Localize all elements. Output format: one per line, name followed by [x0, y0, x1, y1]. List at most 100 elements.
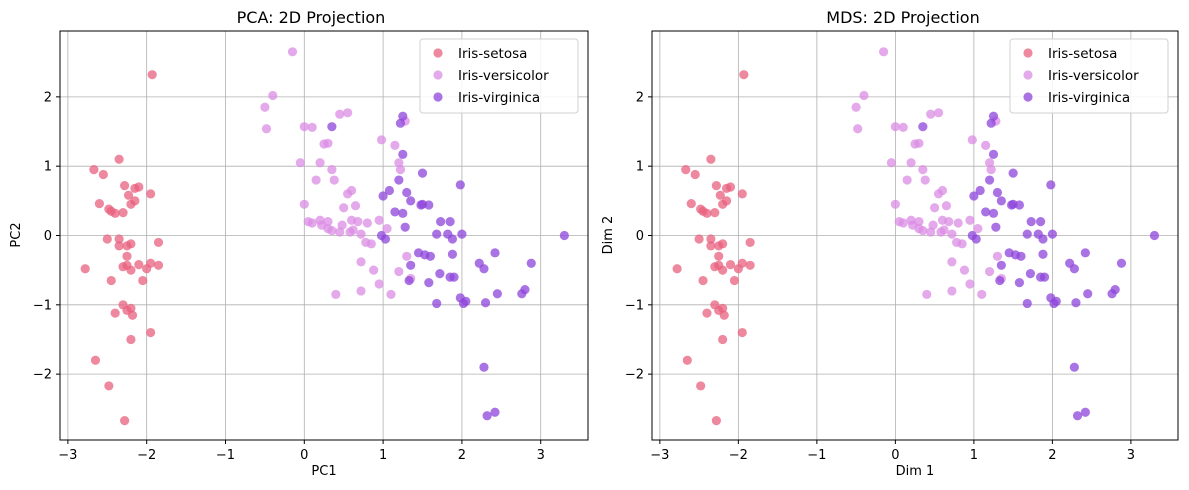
pca-point-iris-virginica — [395, 118, 406, 128]
mds-point-iris-virginica — [1014, 278, 1025, 288]
mds-point-iris-setosa — [711, 415, 721, 426]
pca-point-iris-virginica — [378, 191, 388, 201]
pca-point-iris-versicolor — [317, 220, 327, 230]
mds-point-iris-setosa — [745, 260, 755, 270]
mds-point-iris-versicolor — [973, 223, 983, 234]
mds-point-iris-virginica — [986, 118, 996, 128]
mds-point-iris-versicolor — [947, 229, 957, 239]
pca-point-iris-versicolor — [260, 102, 270, 112]
mds-point-iris-versicolor — [851, 102, 861, 112]
mds-point-iris-setosa — [672, 264, 682, 274]
mds-point-iris-versicolor — [890, 122, 900, 132]
pca-point-iris-virginica — [559, 230, 569, 241]
pca-y-axis-label: PC2 — [9, 222, 24, 247]
mds-point-iris-virginica — [1039, 272, 1050, 282]
mds-point-iris-virginica — [996, 260, 1006, 270]
mds-point-iris-setosa — [706, 234, 716, 244]
mds-point-iris-setosa — [710, 262, 720, 272]
pca-point-iris-virginica — [398, 149, 408, 159]
mds-y-tick-label: −1 — [625, 298, 644, 313]
mds-point-iris-versicolor — [918, 165, 928, 175]
pca-point-iris-versicolor — [356, 229, 366, 239]
mds-point-iris-virginica — [1006, 200, 1017, 210]
mds-point-iris-setosa — [719, 310, 729, 320]
mds-point-iris-virginica — [1008, 168, 1018, 178]
mds-point-iris-versicolor — [947, 286, 957, 296]
pca-point-iris-versicolor — [307, 122, 317, 132]
mds-point-iris-virginica — [971, 234, 981, 244]
mds-point-iris-virginica — [1072, 411, 1083, 421]
mds-point-iris-setosa — [721, 196, 732, 206]
mds-x-tick-label: 2 — [1048, 448, 1056, 463]
pca-point-iris-setosa — [122, 241, 132, 251]
pca-point-iris-virginica — [432, 229, 442, 239]
pca-point-iris-virginica — [416, 200, 426, 210]
mds-point-iris-virginica — [981, 207, 991, 217]
mds-point-iris-setosa — [702, 308, 712, 318]
mds-point-iris-virginica — [1022, 298, 1032, 309]
mds-legend-label-iris-versicolor: Iris-versicolor — [1048, 68, 1139, 84]
pca-legend-marker-iris-virginica — [433, 92, 443, 102]
pca-point-iris-versicolor — [311, 175, 321, 185]
pca-x-tick-label: 2 — [458, 448, 466, 463]
mds-point-iris-versicolor — [947, 257, 957, 267]
mds-point-iris-versicolor — [967, 135, 977, 145]
mds-point-iris-versicolor — [944, 217, 954, 227]
mds-legend: Iris-setosa Iris-versicolor Iris-virginica — [1009, 38, 1169, 114]
pca-point-iris-setosa — [134, 260, 144, 270]
pca-point-iris-virginica — [406, 260, 416, 270]
mds-point-iris-versicolor — [918, 226, 928, 236]
mds-point-iris-setosa — [715, 190, 725, 200]
pca-point-iris-setosa — [126, 303, 136, 313]
pca-x-tick-label: −1 — [216, 448, 235, 463]
mds-legend-marker-iris-virginica — [1023, 92, 1033, 102]
mds-point-iris-versicolor — [977, 289, 987, 300]
pca-point-iris-setosa — [114, 234, 124, 244]
mds-legend-label-iris-setosa: Iris-setosa — [1048, 46, 1117, 62]
pca-point-iris-setosa — [106, 275, 116, 286]
mds-point-iris-setosa — [681, 165, 691, 175]
mds-point-iris-versicolor — [914, 138, 924, 148]
pca-point-iris-versicolor — [261, 124, 272, 134]
mds-point-iris-virginica — [1022, 229, 1032, 239]
pca-point-iris-versicolor — [369, 265, 379, 275]
pca-point-iris-virginica — [384, 185, 395, 196]
mds-point-iris-setosa — [706, 154, 716, 164]
mds-point-iris-versicolor — [984, 158, 995, 168]
mds-point-iris-setosa — [696, 381, 706, 391]
pca-plot-title: PCA: 2D Projection — [237, 8, 386, 27]
pca-point-iris-setosa — [146, 258, 156, 268]
pca-point-iris-virginica — [404, 275, 414, 286]
mds-point-iris-versicolor — [936, 227, 946, 237]
mds-point-iris-versicolor — [928, 220, 938, 230]
mds-point-iris-versicolor — [878, 47, 889, 57]
pca-point-iris-versicolor — [345, 227, 355, 237]
pca-point-iris-versicolor — [337, 220, 347, 230]
mds-point-iris-versicolor — [933, 108, 944, 118]
pca-point-iris-versicolor — [307, 218, 317, 228]
mds-point-iris-virginica — [1047, 229, 1057, 239]
mds-point-iris-versicolor — [981, 140, 991, 150]
mds-point-iris-virginica — [1014, 200, 1025, 210]
mds-plot-panel: MDS: 2D Projection −3 −2 −1 0 1 2 3 −2 −1 0 1 2 Dim… — [601, 8, 1179, 479]
pca-point-iris-setosa — [114, 241, 124, 251]
mds-point-iris-setosa — [690, 169, 700, 180]
pca-legend-label-iris-versicolor: Iris-versicolor — [458, 68, 549, 84]
mds-point-iris-versicolor — [926, 109, 936, 119]
pca-point-iris-versicolor — [331, 289, 341, 300]
pca-point-iris-virginica — [394, 175, 404, 185]
pca-x-axis-label: PC1 — [311, 464, 336, 479]
mds-point-iris-virginica — [984, 175, 995, 185]
pca-point-iris-virginica — [425, 251, 435, 261]
pca-point-iris-versicolor — [315, 158, 325, 168]
pca-point-iris-virginica — [490, 248, 500, 258]
pca-x-tick-label: −2 — [137, 448, 156, 463]
pca-y-tick-label: 2 — [44, 90, 52, 105]
pca-legend-marker-iris-setosa — [433, 48, 443, 58]
mds-point-iris-setosa — [714, 241, 724, 251]
mds-point-iris-versicolor — [965, 215, 975, 225]
pca-point-iris-setosa — [127, 310, 138, 320]
pca-point-iris-virginica — [380, 234, 391, 244]
pca-plot-panel: PCA: 2D Projection −3 −2 −1 0 1 2 3 −2 −1 0 1 2 PC1… — [9, 8, 589, 479]
